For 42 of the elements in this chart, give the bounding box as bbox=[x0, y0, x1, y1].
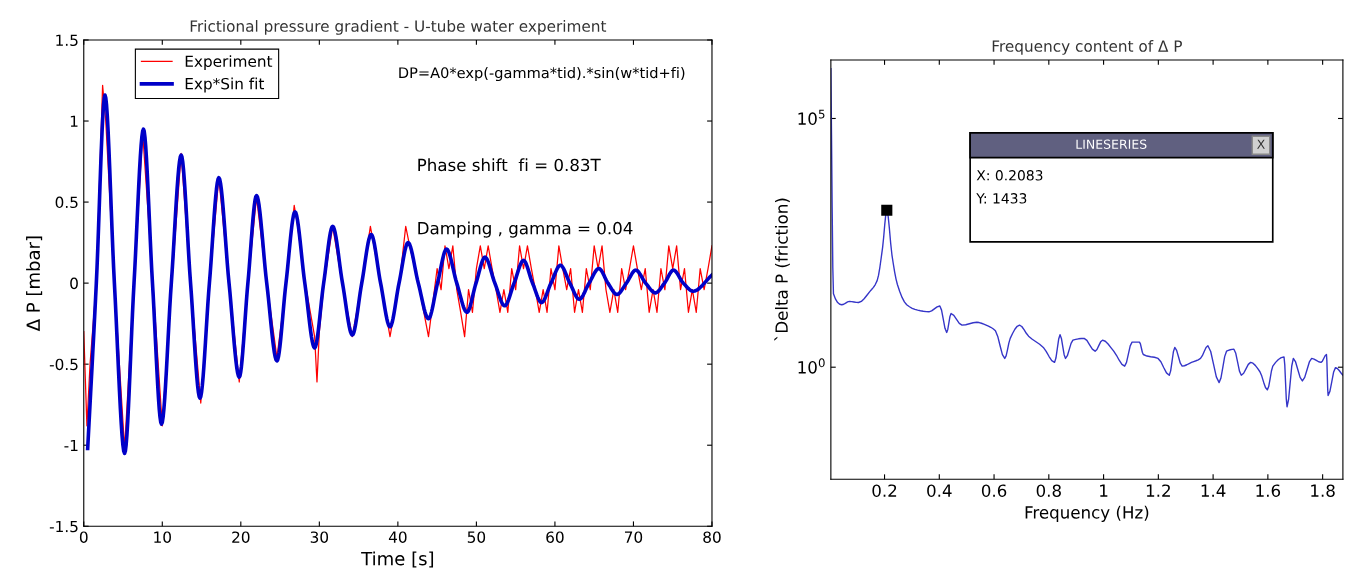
annotation: DP=A0*exp(-gamma*tid).*sin(w*tid+fi) bbox=[399, 66, 685, 82]
y-tick-label: 10$^{5}$ bbox=[798, 109, 825, 125]
x-tick-label: 0.2 bbox=[872, 484, 897, 497]
x-tick-label: 70 bbox=[624, 531, 643, 543]
annotation: Damping , gamma = 0.04 bbox=[418, 221, 633, 238]
x-tick-label: 1.8 bbox=[1311, 484, 1335, 497]
legend-label: Exp*Sin fit bbox=[185, 77, 265, 93]
x-tick-label: 40 bbox=[388, 531, 407, 543]
annotation: LINESERIES bbox=[1076, 139, 1147, 149]
annotation: X bbox=[1257, 139, 1265, 149]
y-axis-title: Δ P [mbar] bbox=[26, 236, 43, 332]
chart-title: Frequency content of Δ P bbox=[992, 40, 1182, 55]
x-tick-label: 0.8 bbox=[1036, 484, 1061, 497]
x-tick-label: 60 bbox=[546, 531, 564, 543]
x-axis-title: Frequency (Hz) bbox=[1025, 505, 1149, 522]
annotation: X: 0.2083 bbox=[976, 170, 1043, 181]
y-tick-label: 10$^{0}$ bbox=[798, 358, 825, 374]
y-tick-label: -1 bbox=[64, 439, 78, 452]
x-tick-label: 80 bbox=[703, 531, 721, 543]
y-tick-label: -0.5 bbox=[49, 358, 78, 371]
x-tick-label: 0.4 bbox=[927, 484, 952, 497]
x-tick-label: 1.2 bbox=[1146, 484, 1170, 497]
x-tick-label: 30 bbox=[310, 531, 329, 543]
y-tick-label: 0.5 bbox=[55, 196, 78, 209]
y-axis-title: `Delta P (friction) bbox=[774, 198, 790, 341]
x-tick-label: 50 bbox=[467, 531, 486, 543]
x-tick-label: 0.6 bbox=[981, 484, 1007, 497]
y-tick-label: 1.5 bbox=[56, 34, 78, 47]
x-tick-label: 10 bbox=[154, 531, 171, 543]
y-tick-label: -1.5 bbox=[49, 520, 78, 533]
x-tick-label: 0 bbox=[79, 531, 88, 543]
annotation: Phase shift fi = 0.83T bbox=[418, 158, 601, 172]
x-tick-label: 1.6 bbox=[1256, 484, 1281, 497]
x-tick-label: 1 bbox=[1100, 484, 1108, 497]
legend-label: Experiment bbox=[185, 55, 273, 70]
y-tick-label: 1 bbox=[70, 115, 78, 127]
annotation: Y: 1433 bbox=[976, 193, 1027, 204]
x-tick-label: 20 bbox=[232, 531, 250, 543]
x-axis-title: Time [s] bbox=[361, 551, 434, 568]
chart-title: Frictional pressure gradient - U-tube water experiment bbox=[190, 20, 607, 35]
x-tick-label: 1.4 bbox=[1201, 484, 1226, 497]
y-tick-label: 0 bbox=[70, 277, 78, 290]
